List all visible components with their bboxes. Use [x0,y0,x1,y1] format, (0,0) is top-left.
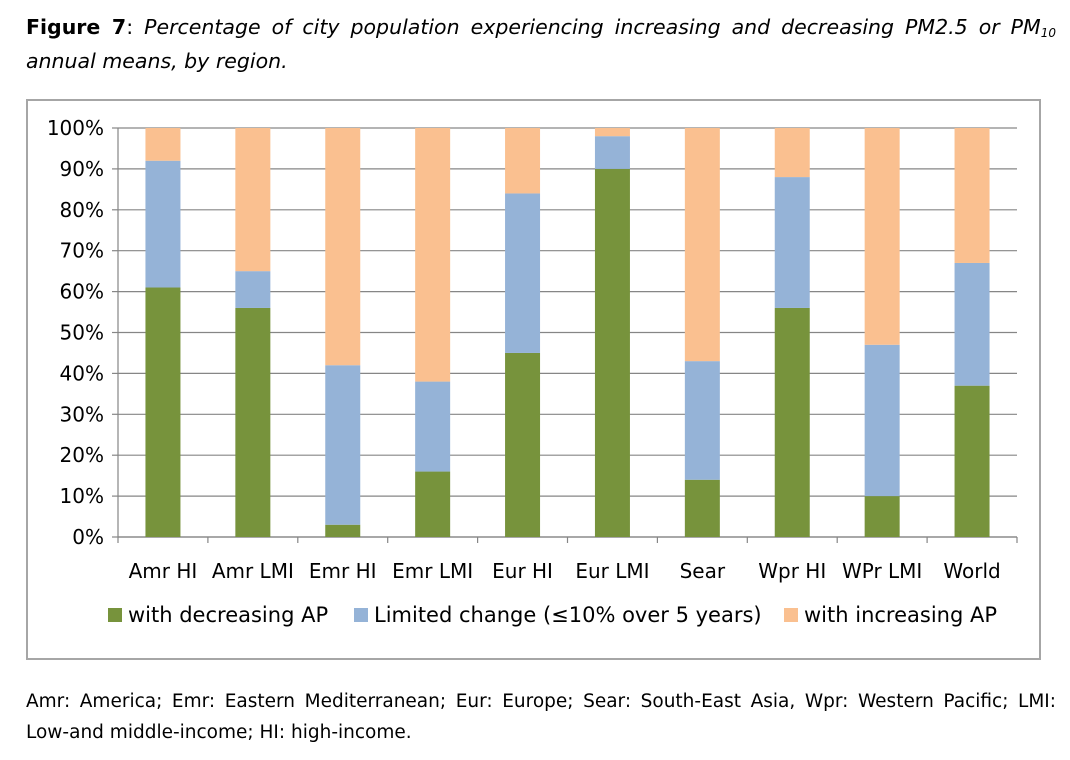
bar-segment [325,128,361,366]
figure-title-part1: Percentage of city population experienci… [144,15,1041,39]
x-tick-label: Emr HI [309,559,377,583]
bar-segment [415,128,451,382]
bar-segment [145,160,181,288]
bar-segment [145,128,181,161]
x-tick-label: Amr LMI [212,559,294,583]
legend-label: with increasing AP [804,603,997,627]
bar-segment [774,307,810,537]
chart-frame: 0% 10% 20% 30% 40% 50% 60% 70% 80% 90% 100% Amr HI A… [26,99,1041,660]
y-tick-label: 50% [60,321,104,345]
legend-swatch [784,608,798,622]
y-tick-label: 40% [60,361,104,385]
bar-segment [864,128,900,345]
bar-segment [325,365,361,525]
bar-segment [505,193,541,353]
caption-separator: : [126,15,145,39]
figure-title-subscript: 10 [1040,26,1056,40]
bar-segment [325,524,361,537]
y-tick-label: 0% [72,525,104,549]
bar-segment [774,177,810,308]
bar-segment [864,496,900,537]
x-tick-label: Wpr HI [758,559,826,583]
bar-segment [954,385,990,537]
figure-caption: Figure 7: Percentage of city population … [26,10,1056,78]
bar-segment [145,287,181,537]
bar-segment [954,262,990,386]
bar-segment [235,271,271,308]
y-tick-label: 20% [60,443,104,467]
bar-segment [954,128,990,263]
y-tick-label: 70% [60,239,104,263]
bar-segment [594,128,630,137]
legend-swatch [108,608,122,622]
y-tick-label: 30% [60,402,104,426]
figure-title-part2: annual means, by region. [26,49,288,73]
bar-segment [864,344,900,497]
figure-label: Figure 7 [26,15,127,39]
legend-swatch [354,608,368,622]
bar-segment [774,128,810,178]
bar-segment [505,128,541,194]
x-tick-label: Sear [680,559,726,583]
legend-label: Limited change (≤10% over 5 years) [374,603,762,627]
stacked-bar-chart: 0% 10% 20% 30% 40% 50% 60% 70% 80% 90% 100% Amr HI A… [47,116,1018,627]
bar-segment [235,128,271,272]
bar-segment [415,471,451,537]
x-tick-label: Amr HI [129,559,198,583]
chart-footnote: Amr: America; Emr: Eastern Mediterranean… [26,691,1056,743]
bar-segment [235,307,271,537]
x-tick-label: Eur LMI [575,559,649,583]
y-tick-label: 80% [60,198,104,222]
bar-segment [684,479,720,537]
figure-title: Percentage of city population experienci… [26,15,1056,73]
x-tick-label: World [943,559,1000,583]
x-tick-label: Emr LMI [392,559,473,583]
y-tick-label: 90% [60,157,104,181]
x-tick-label: WPr LMI [842,559,922,583]
legend-label: with decreasing AP [128,603,328,627]
bar-segment [594,136,630,169]
bar-segment [505,352,541,537]
y-tick-label: 60% [60,280,104,304]
bar-segment [594,168,630,537]
y-tick-label: 100% [47,116,104,140]
bar-segment [684,361,720,480]
x-tick-label: Eur HI [492,559,553,583]
y-tick-label: 10% [60,484,104,508]
bar-segment [684,128,720,362]
bar-segment [415,381,451,472]
